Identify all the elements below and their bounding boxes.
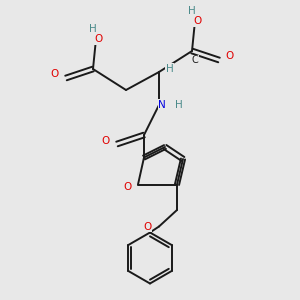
Text: O: O [50,69,59,80]
Text: O: O [101,136,110,146]
Text: O: O [143,221,152,232]
Text: H: H [175,100,182,110]
Text: H: H [166,64,173,74]
Text: H: H [188,5,196,16]
Text: H: H [89,23,97,34]
Text: N: N [158,100,166,110]
Text: O: O [225,51,234,62]
Text: C: C [192,55,198,65]
Text: O: O [123,182,132,193]
Text: O: O [193,16,201,26]
Text: O: O [94,34,102,44]
